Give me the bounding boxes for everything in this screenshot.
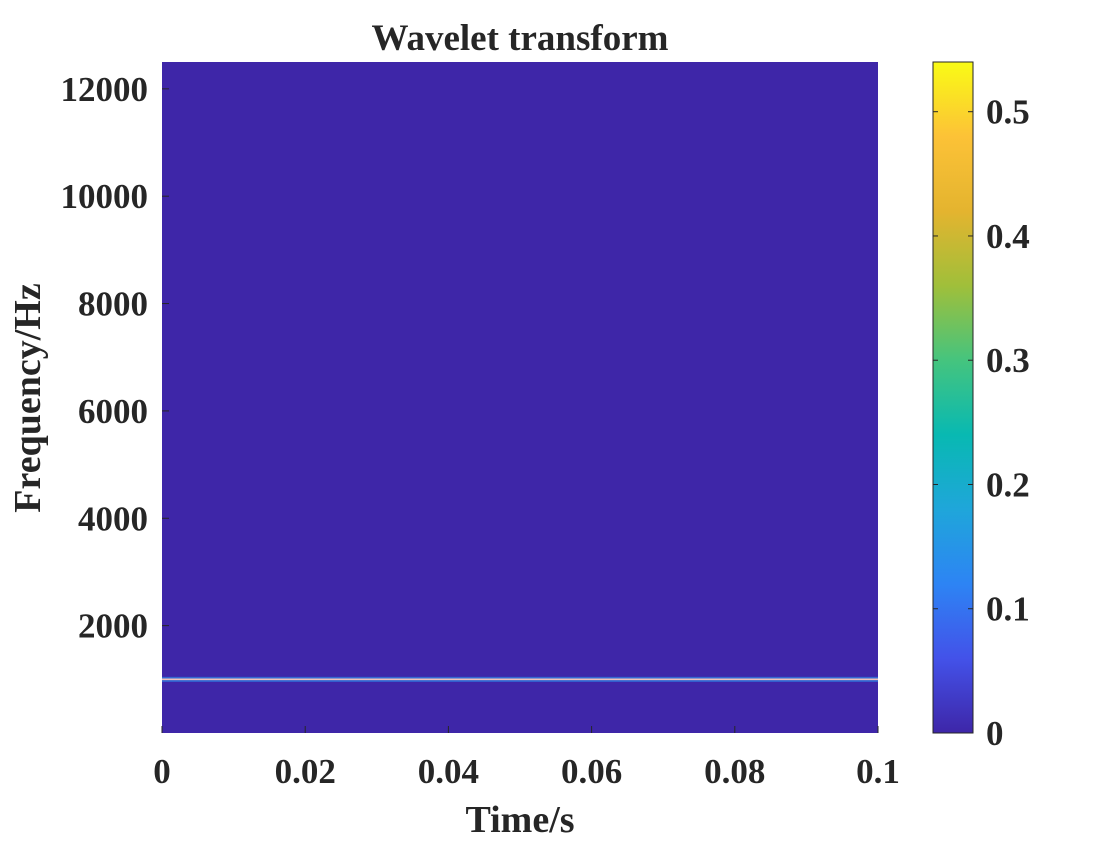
y-axis-label: Frequency/Hz [7, 283, 49, 513]
x-tick-label: 0.08 [704, 752, 765, 791]
colorbar-gradient [932, 61, 974, 734]
y-tick-label: 12000 [61, 70, 149, 109]
y-tick-label: 10000 [61, 177, 149, 216]
y-tick-label: 4000 [78, 499, 148, 538]
y-tick-label: 6000 [78, 392, 148, 431]
colorbar-tick-label: 0.2 [986, 465, 1030, 504]
x-tick-label: 0.04 [418, 752, 479, 791]
x-tick-label: 0.02 [275, 752, 336, 791]
y-tick-label: 8000 [78, 285, 148, 324]
colorbar-tick-label: 0 [986, 714, 1004, 753]
heatmap-field [162, 62, 878, 733]
colorbar-tick-label: 0.5 [986, 93, 1030, 132]
chart-title: Wavelet transform [372, 18, 669, 59]
y-tick-label: 2000 [78, 607, 148, 646]
x-axis: 0 0.02 0.04 0.06 0.08 0.1 [153, 726, 900, 791]
x-tick-label: 0 [153, 752, 171, 791]
colorbar-tick-label: 0.4 [986, 217, 1030, 256]
colorbar-tick-label: 0.1 [986, 590, 1030, 629]
x-tick-label: 0.06 [561, 752, 622, 791]
plot-area [162, 62, 878, 733]
x-axis-label: Time/s [465, 799, 574, 840]
y-axis: 2000 4000 6000 8000 10000 12000 [61, 70, 169, 646]
colorbar: 0 0.1 0.2 0.3 0.4 0.5 [932, 61, 1030, 753]
x-tick-label: 0.1 [856, 752, 900, 791]
colorbar-tick-label: 0.3 [986, 341, 1030, 380]
